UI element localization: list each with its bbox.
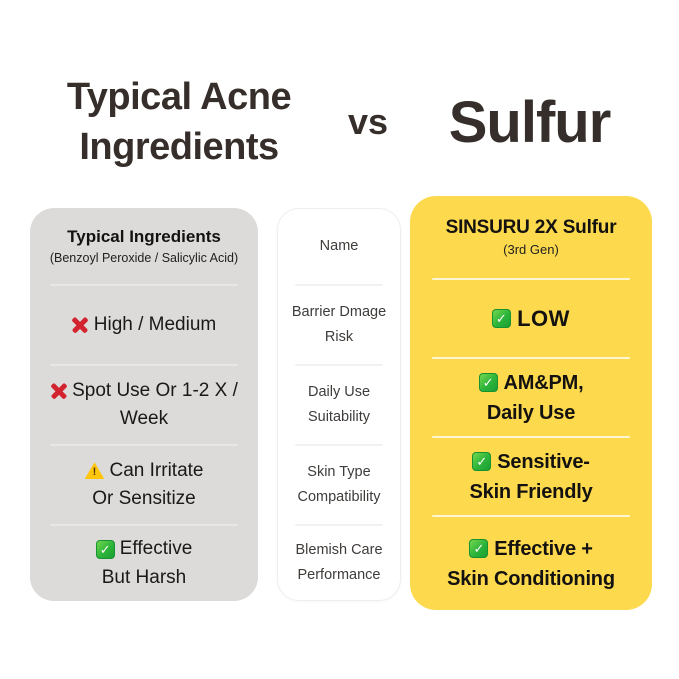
page-title-left-line1: Typical Acne bbox=[66, 75, 292, 118]
page-title-right: Sulfur bbox=[448, 89, 612, 155]
table-row-daily-use-sulfur: ✓ AM&PM, Daily Use bbox=[410, 359, 652, 436]
divider bbox=[50, 364, 238, 366]
row-text: AM&PM, bbox=[503, 371, 584, 394]
row-line2: Week bbox=[119, 408, 169, 429]
typical-ingredients-card: Typical Ingredients (Benzoyl Peroxide / … bbox=[30, 208, 258, 601]
page-title-vs: vs bbox=[347, 101, 389, 142]
row-line1: ! Can Irritate bbox=[84, 457, 204, 486]
divider bbox=[432, 436, 630, 438]
table-row-skin-type-typical: ! Can Irritate Or Sensitize bbox=[30, 446, 258, 524]
table-row-blemish-care-sulfur: ✓ Effective + Skin Conditioning bbox=[410, 517, 652, 610]
check-glyph: ✓ bbox=[495, 311, 508, 326]
product-card-subtitle: (3rd Gen) bbox=[503, 242, 559, 257]
green-check-icon: ✓ bbox=[492, 309, 512, 328]
row-text: Effective bbox=[119, 538, 193, 559]
label-text: Name bbox=[319, 237, 359, 254]
typical-card-title: Typical Ingredients bbox=[67, 227, 221, 246]
warning-exclamation: ! bbox=[92, 465, 97, 478]
label-text: Compatibility bbox=[297, 489, 381, 505]
red-x-icon bbox=[50, 382, 67, 399]
typical-card-subtitle: (Benzoyl Peroxide / Salicylic Acid) bbox=[49, 251, 239, 265]
row-text: High / Medium bbox=[93, 313, 217, 335]
label-row-skin-type-compatibility: Skin Type Compatibility bbox=[278, 446, 400, 524]
green-check-icon: ✓ bbox=[478, 373, 498, 392]
table-row-blemish-care-typical: ✓ Effective But Harsh bbox=[30, 526, 258, 601]
row-line1: ✓ Sensitive- bbox=[472, 447, 590, 477]
label-row-blemish-care-performance: Blemish Care Performance bbox=[278, 526, 400, 600]
label-row-daily-use-suitability: Daily Use Suitability bbox=[278, 366, 400, 444]
table-row-daily-use-typical: Spot Use Or 1-2 X / Week bbox=[30, 366, 258, 444]
table-row-barrier-risk-sulfur: ✓ LOW bbox=[410, 280, 652, 357]
label-text: Skin Type bbox=[307, 463, 371, 480]
row-line1: ✓ Effective bbox=[95, 535, 193, 564]
table-row-barrier-risk-typical: High / Medium bbox=[30, 286, 258, 364]
divider bbox=[50, 524, 238, 526]
warning-triangle-icon: ! bbox=[84, 462, 105, 480]
divider bbox=[295, 444, 383, 446]
product-card-header: SINSURU 2X Sulfur (3rd Gen) bbox=[410, 196, 652, 278]
row-line1: ✓ AM&PM, bbox=[478, 368, 584, 398]
page-title-left-line2: Ingredients bbox=[79, 126, 279, 168]
divider bbox=[295, 524, 383, 526]
label-text: Daily Use bbox=[307, 383, 371, 400]
sulfur-product-card: SINSURU 2X Sulfur (3rd Gen) ✓ LOW ✓ AM&P… bbox=[410, 196, 652, 610]
divider bbox=[432, 357, 630, 359]
label-row-barrier-damage-risk: Barrier Dmage Risk bbox=[278, 286, 400, 364]
row-text: Spot Use Or 1-2 X / bbox=[72, 379, 238, 401]
divider bbox=[50, 444, 238, 446]
row-line2: But Harsh bbox=[101, 566, 187, 588]
row-text: Can Irritate bbox=[109, 459, 204, 481]
label-text: Blemish Care bbox=[295, 541, 383, 558]
product-card-title: SINSURU 2X Sulfur bbox=[445, 217, 617, 238]
row-line2: Daily Use bbox=[486, 401, 576, 424]
row-text: Sensitive- bbox=[497, 450, 590, 473]
check-glyph: ✓ bbox=[482, 375, 494, 390]
green-check-icon: ✓ bbox=[95, 539, 115, 559]
divider bbox=[432, 515, 630, 517]
attribute-labels-card: Name Barrier Dmage Risk Daily Use Suitab… bbox=[277, 208, 401, 601]
row-text: LOW bbox=[517, 306, 570, 331]
check-glyph: ✓ bbox=[473, 541, 485, 556]
page-title-left: Typical Acne Ingredients bbox=[28, 72, 330, 172]
row-text: Effective + bbox=[494, 537, 593, 560]
row-line1: ✓ LOW bbox=[492, 302, 570, 335]
red-x-icon bbox=[72, 317, 89, 334]
row-line2: Skin Friendly bbox=[469, 480, 593, 503]
label-text: Risk bbox=[324, 329, 354, 345]
check-glyph: ✓ bbox=[476, 454, 488, 469]
row-line1: ✓ Effective + bbox=[469, 534, 593, 564]
typical-card-header: Typical Ingredients (Benzoyl Peroxide / … bbox=[30, 208, 258, 284]
green-check-icon: ✓ bbox=[472, 452, 492, 471]
row-line1: Spot Use Or 1-2 X / bbox=[50, 377, 238, 406]
label-text: Suitability bbox=[307, 409, 371, 425]
label-text: Performance bbox=[297, 567, 381, 583]
divider bbox=[432, 278, 630, 280]
divider bbox=[50, 284, 238, 286]
label-text: Barrier Dmage bbox=[291, 303, 387, 320]
comparison-table: Typical Ingredients (Benzoyl Peroxide / … bbox=[0, 196, 679, 610]
label-row-name: Name bbox=[278, 209, 400, 284]
divider bbox=[295, 364, 383, 366]
table-row-skin-type-sulfur: ✓ Sensitive- Skin Friendly bbox=[410, 438, 652, 515]
divider bbox=[295, 284, 383, 286]
row-line2: Or Sensitize bbox=[92, 488, 196, 509]
row-line1: High / Medium bbox=[72, 311, 217, 340]
check-glyph: ✓ bbox=[99, 541, 111, 557]
page-header: Typical Acne Ingredients vs Sulfur bbox=[0, 0, 679, 196]
row-line2: Skin Conditioning bbox=[447, 567, 615, 590]
green-check-icon: ✓ bbox=[469, 539, 489, 558]
